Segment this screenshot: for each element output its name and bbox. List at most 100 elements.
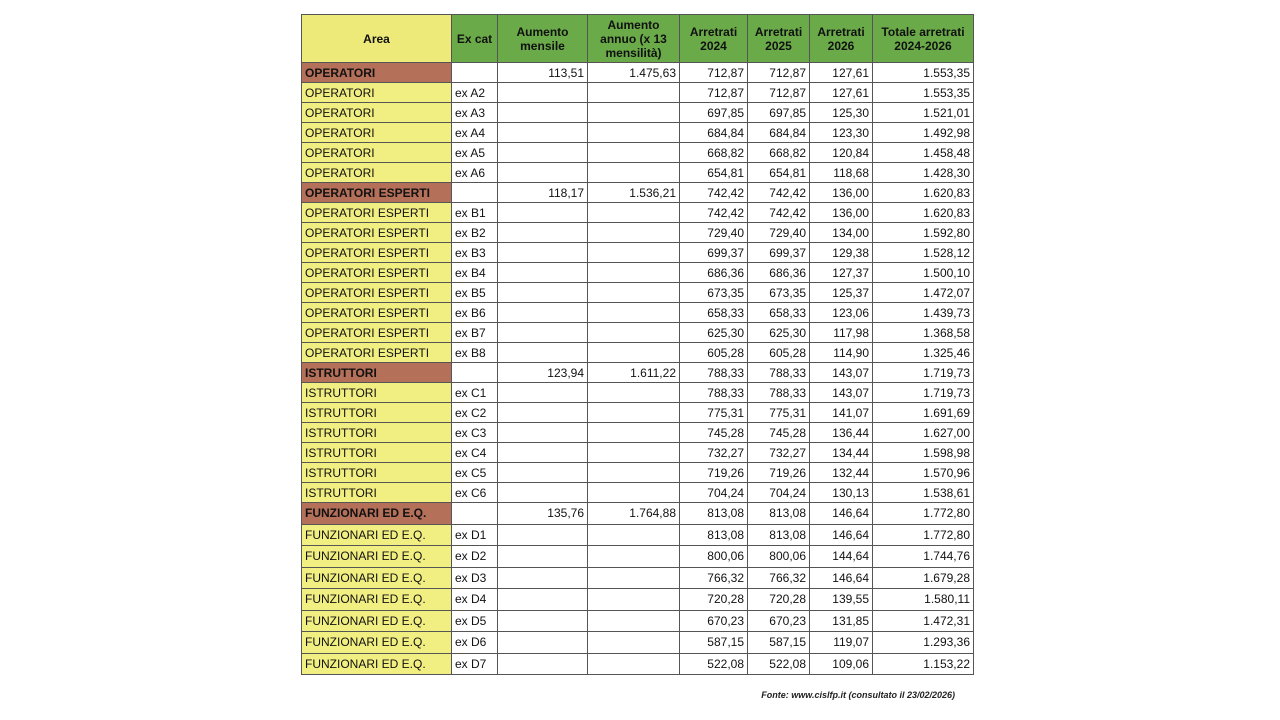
value-cell: 587,15 xyxy=(679,631,748,654)
value-cell xyxy=(497,322,588,343)
value-cell xyxy=(497,382,588,403)
value-cell: 658,33 xyxy=(679,302,748,323)
header-cell: Arretrati 2025 xyxy=(747,14,810,63)
area-cell: OPERATORI ESPERTI xyxy=(301,342,452,363)
value-cell: 1.598,98 xyxy=(872,442,974,463)
value-cell xyxy=(497,282,588,303)
value-cell: 1.592,80 xyxy=(872,222,974,243)
area-cell: OPERATORI ESPERTI xyxy=(301,222,452,243)
value-cell: 1.580,11 xyxy=(872,588,974,611)
header-cell: Aumento annuo (x 13 mensilità) xyxy=(587,14,680,63)
value-cell: 1.691,69 xyxy=(872,402,974,423)
value-cell xyxy=(587,242,680,263)
header-cell: Area xyxy=(301,14,452,63)
header-cell: Ex cat xyxy=(451,14,498,63)
value-cell: 742,42 xyxy=(679,182,748,203)
value-cell: 1.611,22 xyxy=(587,362,680,383)
value-cell xyxy=(587,282,680,303)
detail-row: FUNZIONARI ED E.Q. ex D4 720,28 720,28 139,5… xyxy=(301,588,974,611)
excat-cell xyxy=(451,502,498,525)
area-cell: OPERATORI xyxy=(301,82,452,103)
value-cell: 788,33 xyxy=(747,382,810,403)
value-cell: 144,64 xyxy=(809,545,873,568)
value-cell: 113,51 xyxy=(497,62,588,83)
value-cell: 129,38 xyxy=(809,242,873,263)
excat-cell: ex D6 xyxy=(451,631,498,654)
excat-cell: ex C5 xyxy=(451,462,498,483)
value-cell xyxy=(587,122,680,143)
value-cell: 742,42 xyxy=(747,202,810,223)
value-cell xyxy=(497,422,588,443)
value-cell: 146,64 xyxy=(809,502,873,525)
value-cell: 522,08 xyxy=(679,652,748,675)
detail-row: OPERATORI ESPERTI ex B4 686,36 686,36 127,37… xyxy=(301,262,974,283)
value-cell: 117,98 xyxy=(809,322,873,343)
value-cell xyxy=(497,122,588,143)
value-cell: 1.719,73 xyxy=(872,362,974,383)
detail-row: ISTRUTTORI ex C6 704,24 704,24 130,13 1.538,6… xyxy=(301,482,974,503)
excat-cell: ex D1 xyxy=(451,523,498,546)
detail-row: OPERATORI ex A5 668,82 668,82 120,84 1.458,48 xyxy=(301,142,974,163)
area-cell: FUNZIONARI ED E.Q. xyxy=(301,588,452,611)
value-cell: 1.620,83 xyxy=(872,182,974,203)
value-cell: 732,27 xyxy=(747,442,810,463)
value-cell: 1.521,01 xyxy=(872,102,974,123)
detail-row: FUNZIONARI ED E.Q. ex D7 522,08 522,08 109,0… xyxy=(301,652,974,675)
value-cell xyxy=(587,422,680,443)
value-cell xyxy=(497,302,588,323)
value-cell xyxy=(587,482,680,503)
value-cell xyxy=(497,545,588,568)
value-cell: 1.719,73 xyxy=(872,382,974,403)
value-cell: 766,32 xyxy=(679,566,748,589)
value-cell: 123,30 xyxy=(809,122,873,143)
value-cell: 788,33 xyxy=(679,382,748,403)
area-cell: FUNZIONARI ED E.Q. xyxy=(301,631,452,654)
detail-row: OPERATORI ex A4 684,84 684,84 123,30 1.492,98 xyxy=(301,122,974,143)
value-cell xyxy=(587,442,680,463)
value-cell: 127,61 xyxy=(809,62,873,83)
value-cell xyxy=(497,462,588,483)
excat-cell xyxy=(451,182,498,203)
value-cell: 1.325,46 xyxy=(872,342,974,363)
value-cell: 788,33 xyxy=(679,362,748,383)
table-body: OPERATORI 113,51 1.475,63 712,87 712,87 127,6… xyxy=(301,62,974,675)
value-cell: 625,30 xyxy=(679,322,748,343)
excat-cell: ex C2 xyxy=(451,402,498,423)
value-cell: 1.475,63 xyxy=(587,62,680,83)
excat-cell xyxy=(451,362,498,383)
value-cell xyxy=(497,202,588,223)
value-cell xyxy=(587,162,680,183)
value-cell: 712,87 xyxy=(747,82,810,103)
value-cell xyxy=(497,142,588,163)
value-cell: 143,07 xyxy=(809,382,873,403)
value-cell: 719,26 xyxy=(747,462,810,483)
value-cell: 135,76 xyxy=(497,502,588,525)
detail-row: ISTRUTTORI ex C3 745,28 745,28 136,44 1.627,0… xyxy=(301,422,974,443)
excat-cell: ex A6 xyxy=(451,162,498,183)
area-cell: OPERATORI xyxy=(301,62,452,83)
value-cell: 684,84 xyxy=(679,122,748,143)
value-cell xyxy=(587,523,680,546)
excat-cell: ex D2 xyxy=(451,545,498,568)
value-cell: 729,40 xyxy=(747,222,810,243)
area-cell: OPERATORI xyxy=(301,162,452,183)
group-row: OPERATORI ESPERTI 118,17 1.536,21 742,42 742… xyxy=(301,182,974,203)
value-cell: 141,07 xyxy=(809,402,873,423)
value-cell: 699,37 xyxy=(679,242,748,263)
value-cell xyxy=(587,82,680,103)
value-cell: 697,85 xyxy=(747,102,810,123)
header-cell: Aumento mensile xyxy=(497,14,588,63)
detail-row: FUNZIONARI ED E.Q. ex D3 766,32 766,32 146,6… xyxy=(301,566,974,589)
area-cell: OPERATORI xyxy=(301,102,452,123)
detail-row: OPERATORI ex A2 712,87 712,87 127,61 1.553,35 xyxy=(301,82,974,103)
area-cell: OPERATORI ESPERTI xyxy=(301,302,452,323)
value-cell: 605,28 xyxy=(747,342,810,363)
detail-row: ISTRUTTORI ex C4 732,27 732,27 134,44 1.598,9… xyxy=(301,442,974,463)
value-cell: 800,06 xyxy=(679,545,748,568)
detail-row: OPERATORI ESPERTI ex B1 742,42 742,42 136,00… xyxy=(301,202,974,223)
value-cell: 673,35 xyxy=(747,282,810,303)
value-cell xyxy=(587,588,680,611)
value-cell: 1.772,80 xyxy=(872,523,974,546)
value-cell: 704,24 xyxy=(679,482,748,503)
